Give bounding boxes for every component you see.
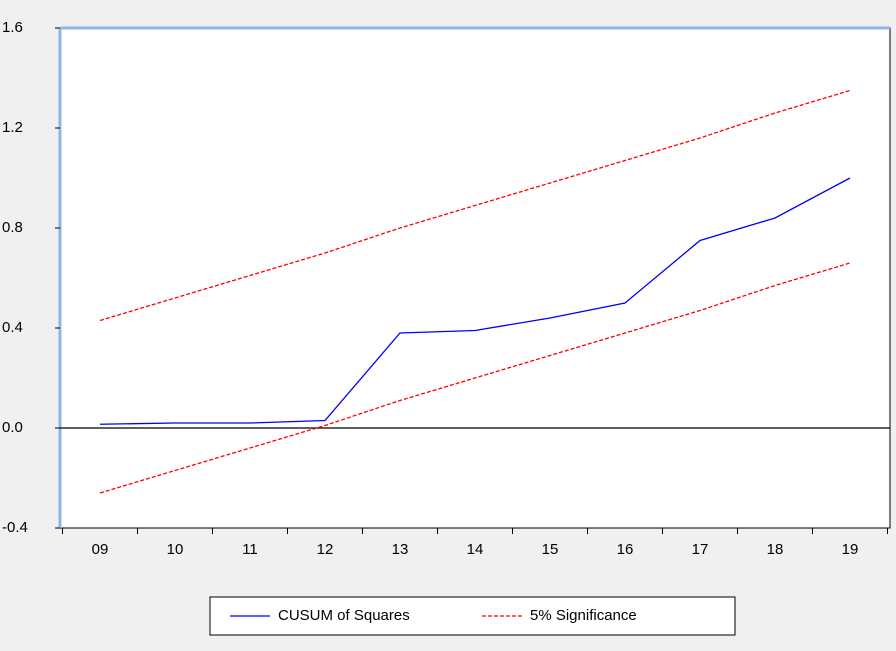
- y-tick-label: 0.4: [2, 319, 23, 336]
- y-tick-label: 0.8: [2, 219, 23, 236]
- x-tick-label: 18: [767, 541, 784, 558]
- y-tick-label: 1.6: [2, 19, 23, 36]
- x-tick-label: 11: [242, 541, 258, 558]
- y-tick-label: -0.4: [2, 519, 28, 536]
- y-tick-label: 0.0: [2, 419, 23, 436]
- x-tick-label: 12: [317, 541, 334, 558]
- x-tick-label: 09: [92, 541, 109, 558]
- line-series: [99, 262, 851, 494]
- legend-label: CUSUM of Squares: [278, 607, 410, 624]
- x-tick-label: 10: [167, 541, 184, 558]
- x-tick-label: 13: [392, 541, 409, 558]
- x-tick-label: 19: [842, 541, 859, 558]
- line-series: [99, 89, 851, 322]
- x-tick-label: 16: [617, 541, 634, 558]
- x-tick-label: 17: [692, 541, 709, 558]
- x-tick-label: 14: [467, 541, 484, 558]
- line-series: [99, 177, 851, 425]
- legend-box: [209, 596, 736, 636]
- x-tick-label: 15: [542, 541, 559, 558]
- legend-label: 5% Significance: [530, 607, 637, 624]
- plot-area: [59, 27, 891, 529]
- y-tick-label: 1.2: [2, 119, 23, 136]
